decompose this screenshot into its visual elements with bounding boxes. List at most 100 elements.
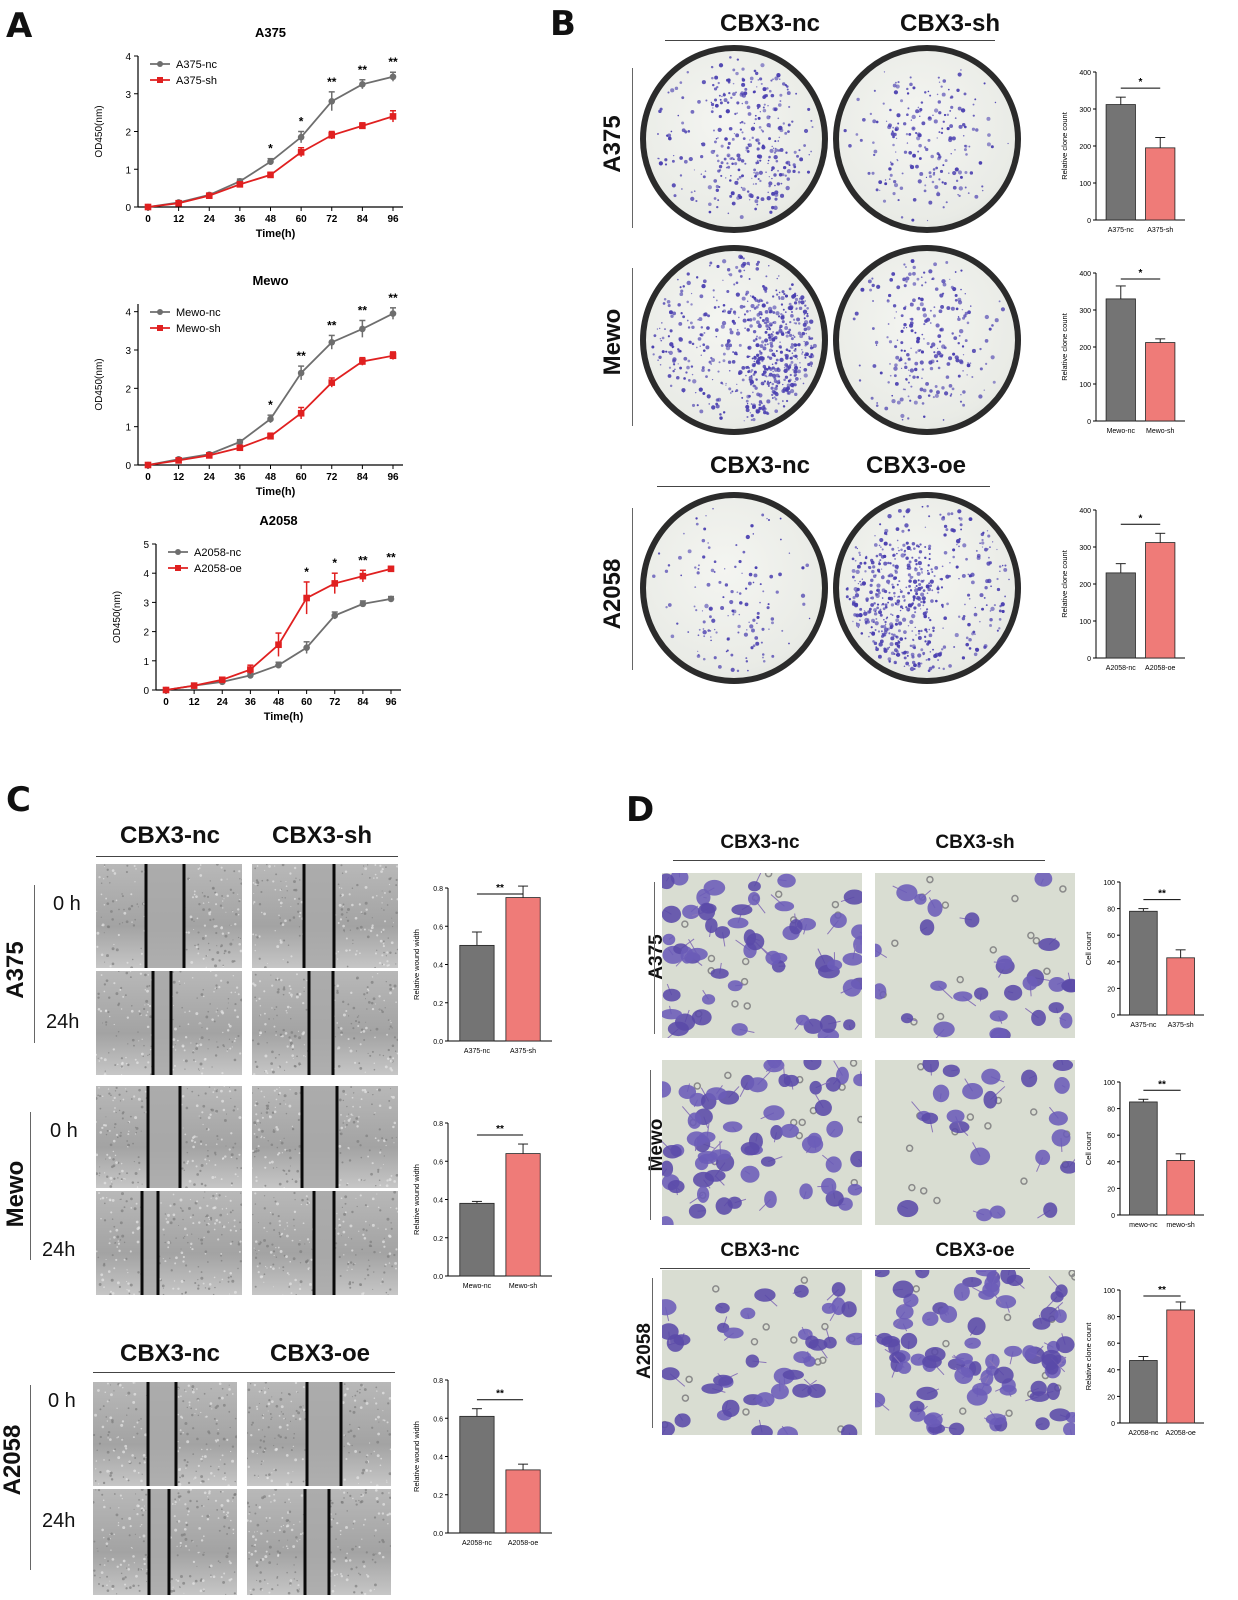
- y-tick-label: 100: [1079, 619, 1091, 626]
- bar: [459, 944, 495, 1042]
- time-label-0h: 0 h: [53, 893, 81, 915]
- y-tick-label: 60: [1107, 1133, 1115, 1140]
- row-label-a375: A375: [599, 115, 626, 173]
- x-tick-label: mewo-nc: [1129, 1222, 1158, 1229]
- colony-dish-image: [833, 45, 1021, 233]
- legend-label: A2058-nc: [194, 547, 242, 559]
- panel-letter-c: C: [6, 780, 31, 820]
- y-tick-label: 100: [1079, 382, 1091, 389]
- y-tick-label: 400: [1079, 271, 1091, 278]
- panel-letter-a: A: [6, 6, 33, 46]
- bar: [1166, 1160, 1195, 1216]
- divider-line: [654, 882, 655, 1034]
- y-tick-label: 0.4: [433, 1455, 443, 1462]
- data-point: [247, 672, 254, 679]
- y-axis-label: Relative wound width: [412, 1421, 421, 1492]
- data-point: [328, 131, 336, 139]
- data-point: [359, 122, 366, 130]
- y-tick-label: 2: [125, 384, 131, 395]
- label-cbx3-nc: CBX3-nc: [719, 10, 821, 37]
- y-tick-label: 3: [143, 598, 149, 609]
- data-point: [387, 565, 395, 573]
- significance-star: **: [358, 553, 368, 567]
- divider-line: [673, 860, 1045, 861]
- wound-healing-image: [252, 864, 398, 968]
- row-label-mewo: Mewo: [599, 308, 626, 376]
- y-tick-label: 0.6: [433, 924, 443, 931]
- significance-star: **: [1158, 889, 1166, 900]
- bar: [1105, 298, 1136, 422]
- panel-letter-d: D: [626, 790, 655, 830]
- data-point: [328, 379, 336, 386]
- y-tick-label: 0.8: [433, 1121, 443, 1128]
- bar-chart-b-a375: 0 100 200 300 400 Relative clone count A375-nc…: [1060, 70, 1185, 234]
- x-tick-label: 72: [329, 697, 341, 708]
- x-tick-label: 12: [189, 697, 201, 708]
- x-tick-label: 24: [217, 697, 229, 708]
- significance-star: **: [296, 349, 306, 363]
- x-tick-label: 24: [204, 472, 216, 483]
- y-tick-label: 0.4: [433, 1198, 443, 1205]
- transwell-image: [875, 1060, 1075, 1225]
- divider-line: [665, 40, 995, 41]
- transwell-image: [662, 873, 862, 1038]
- y-tick-label: 100: [1103, 1288, 1115, 1295]
- y-tick-label: 0.8: [433, 886, 443, 893]
- y-tick-label: 0: [1087, 656, 1091, 663]
- legend-marker: [157, 325, 163, 331]
- x-tick-label: A2058-oe: [1145, 665, 1175, 672]
- x-tick-label: 72: [326, 472, 338, 483]
- y-axis-label: OD450(nm): [112, 591, 123, 643]
- y-tick-label: 80: [1107, 907, 1115, 914]
- bar-chart-b-mewo: 0 100 200 300 400 Relative clone count Mewo-nc…: [1060, 268, 1185, 435]
- transwell-image: [875, 1270, 1075, 1435]
- bar: [505, 1153, 541, 1277]
- x-tick-label: Mewo-nc: [463, 1283, 492, 1290]
- data-point: [275, 641, 282, 649]
- y-tick-label: 40: [1107, 1368, 1115, 1375]
- y-tick-label: 40: [1107, 960, 1115, 967]
- colony-dish-image: [640, 492, 828, 684]
- x-tick-label: 84: [357, 697, 369, 708]
- divider-line: [34, 885, 35, 1043]
- y-tick-label: 0.4: [433, 963, 443, 970]
- x-tick-label: 60: [296, 472, 308, 483]
- time-label-24h: 24h: [46, 1011, 80, 1033]
- data-point: [247, 666, 254, 673]
- wound-healing-image: [93, 1489, 237, 1595]
- bar: [1129, 1101, 1158, 1216]
- colony-dots: [852, 259, 1006, 421]
- data-point: [303, 644, 310, 651]
- x-tick-label: 48: [265, 214, 277, 225]
- significance-star: **: [358, 63, 368, 77]
- wound-healing-image: [96, 864, 242, 968]
- x-tick-label: A2058-nc: [1106, 665, 1136, 672]
- colony-dots: [843, 69, 1009, 222]
- legend-marker: [157, 77, 163, 83]
- divider-line: [632, 508, 633, 670]
- x-tick-label: 0: [145, 214, 151, 225]
- y-axis-label: OD450(nm): [94, 358, 105, 410]
- y-tick-label: 20: [1107, 986, 1115, 993]
- y-axis-label: Cell count: [1084, 931, 1093, 965]
- legend-label: A375-sh: [176, 75, 217, 87]
- y-tick-label: 0: [1111, 1421, 1115, 1428]
- colony-dish-image: [833, 492, 1021, 684]
- panel-letter-b: B: [550, 4, 576, 44]
- data-point: [359, 600, 367, 608]
- y-tick-label: 3: [125, 346, 131, 357]
- y-axis-label: Relative wound width: [412, 929, 421, 1000]
- legend-label: A375-nc: [176, 59, 217, 71]
- bar: [1105, 104, 1136, 221]
- y-tick-label: 4: [125, 308, 131, 319]
- colony-dots: [845, 505, 1010, 673]
- divider-line: [30, 1385, 31, 1570]
- colony-dots: [651, 254, 817, 422]
- data-point: [267, 171, 274, 179]
- data-point: [236, 444, 244, 452]
- data-point: [389, 310, 397, 317]
- bar: [1129, 1360, 1158, 1424]
- y-tick-label: 100: [1103, 1080, 1115, 1087]
- data-point: [144, 461, 152, 469]
- label-cbx3-oe: CBX3-oe: [935, 1240, 1015, 1261]
